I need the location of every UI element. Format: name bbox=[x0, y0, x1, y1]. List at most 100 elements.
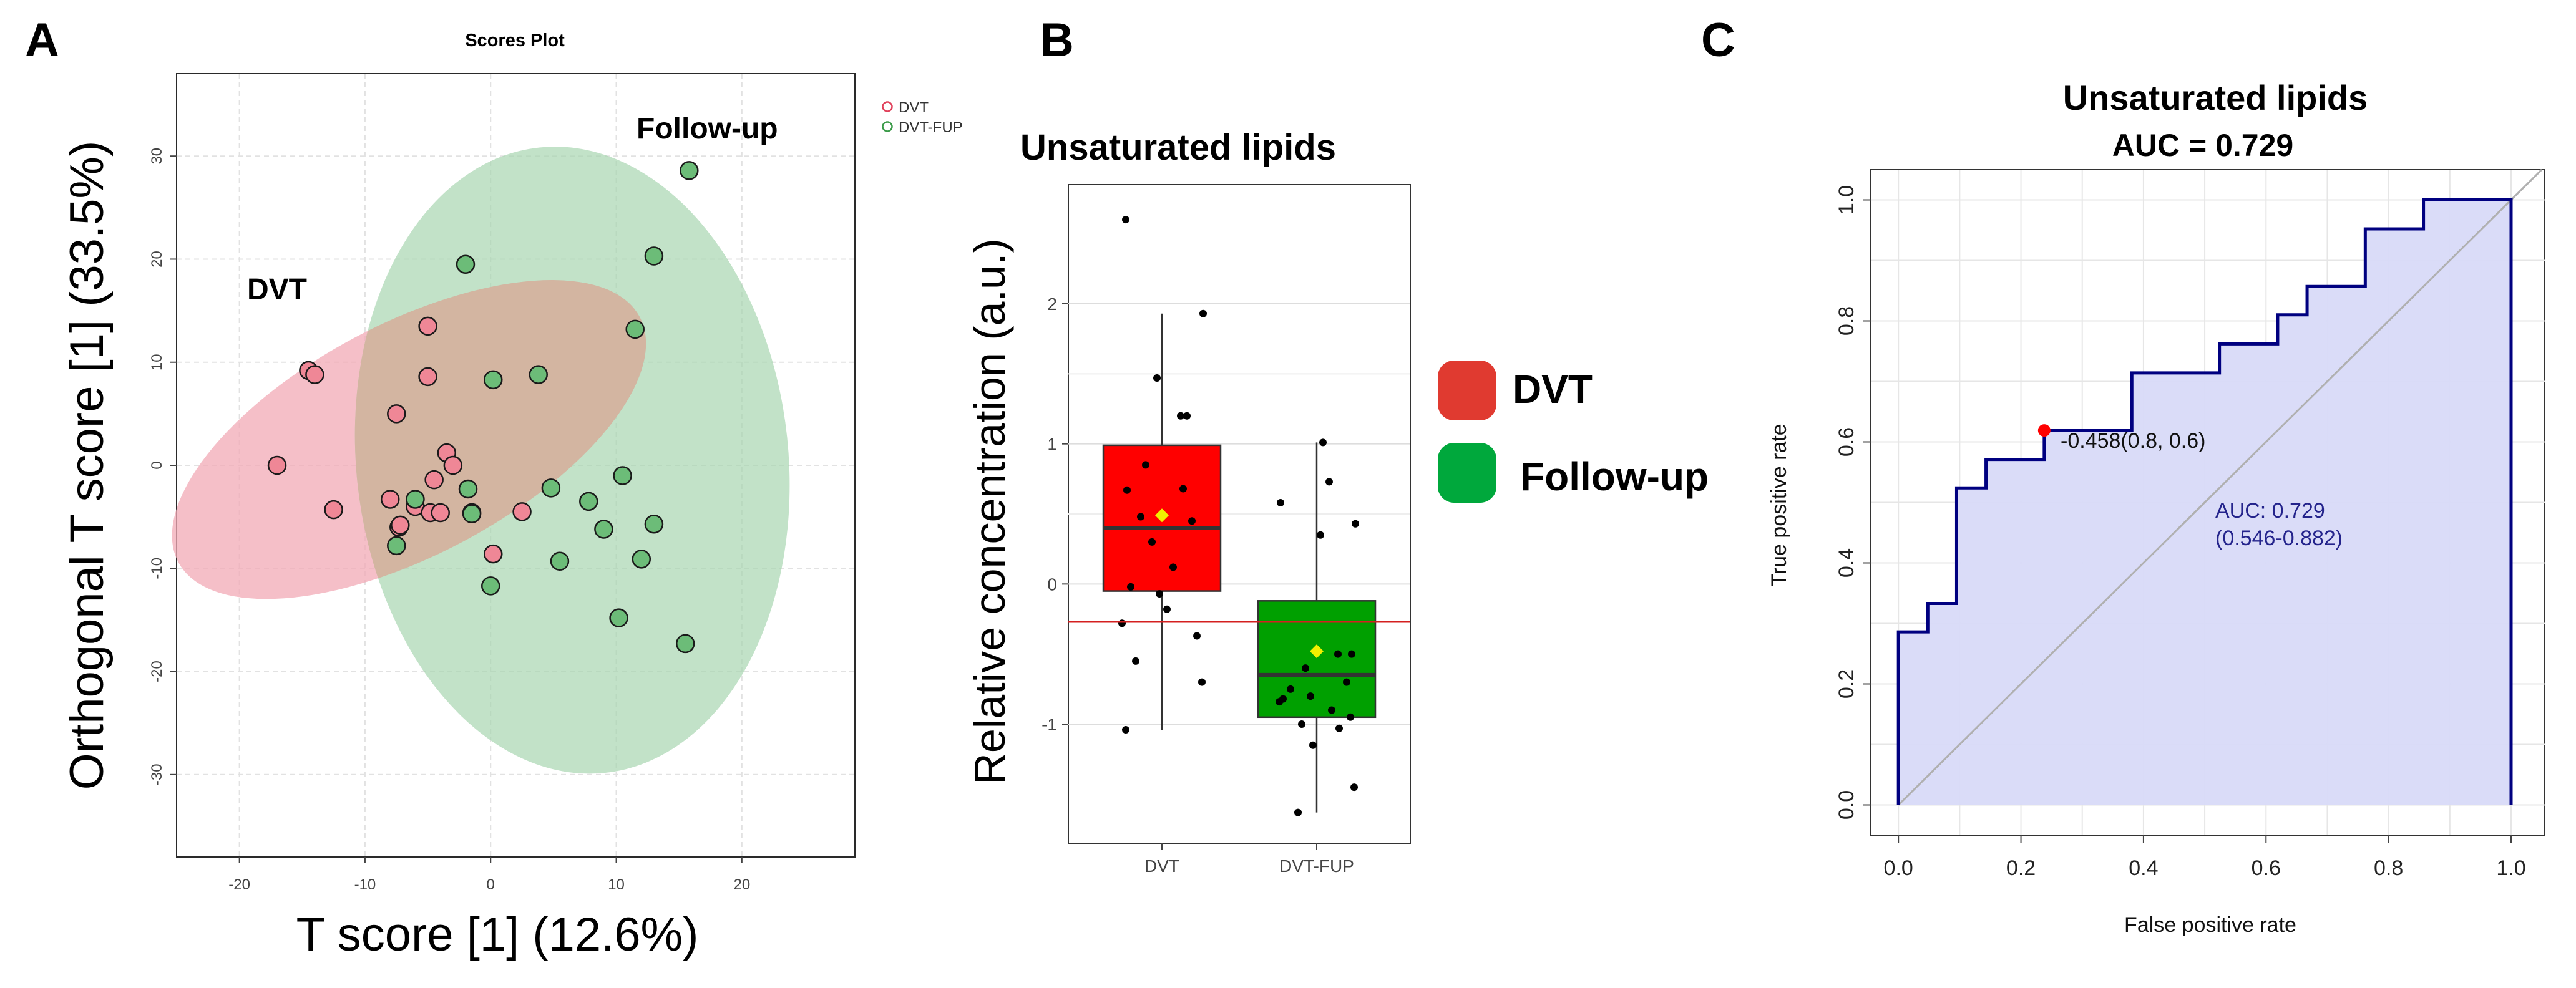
scores-point-dvt-fup bbox=[644, 246, 664, 266]
panel-c-letter: C bbox=[1701, 14, 1735, 67]
roc-x-axis-label: False positive rate bbox=[2124, 913, 2296, 937]
roc-auc-ci: (0.546-0.882) bbox=[2215, 526, 2343, 550]
box-point-dvt bbox=[1153, 374, 1161, 382]
legend-dvt-marker bbox=[882, 101, 893, 112]
scores-point-dvt bbox=[424, 470, 444, 490]
scores-y-tick-label: 30 bbox=[149, 148, 165, 165]
scores-y-tick-label: -10 bbox=[149, 558, 165, 579]
scores-point-dvt bbox=[431, 503, 450, 523]
box-point-dvt-fup bbox=[1276, 698, 1283, 706]
roc-ticks: 0.0 0.2 0.4 0.6 0.8 1.0 0.0 0.2 0.4 0.6 0.8 1.0 bbox=[1835, 185, 2526, 880]
scores-x-tick-label: -10 bbox=[354, 876, 376, 893]
box-point-dvt-fup bbox=[1350, 783, 1358, 792]
box-plot-title: Unsaturated lipids bbox=[1020, 127, 1336, 168]
panel-a-letter: A bbox=[25, 14, 59, 67]
box-y-tick-label: 2 bbox=[1047, 294, 1057, 314]
scores-y-tick-label: -20 bbox=[149, 661, 165, 682]
box-point-dvt-fup bbox=[1298, 720, 1305, 729]
scores-points bbox=[267, 161, 699, 654]
box-point-dvt-fup bbox=[1307, 692, 1314, 700]
box-point-dvt-fup bbox=[1294, 808, 1302, 816]
box-point-dvt-fup bbox=[1277, 499, 1284, 507]
box-point-dvt-fup bbox=[1325, 478, 1333, 486]
roc-y-tick-label: 0.2 bbox=[1835, 669, 1858, 699]
scores-x-tick-label: 10 bbox=[608, 876, 625, 893]
box-point-dvt-fup bbox=[1352, 520, 1359, 528]
panel-b-letter: B bbox=[1040, 14, 1074, 67]
roc-y-tick-label: 1.0 bbox=[1835, 185, 1858, 215]
scores-x-tick-label: -20 bbox=[228, 876, 250, 893]
box-point-dvt-fup bbox=[1319, 438, 1327, 447]
box-y-axis-label: Relative concentration (a.u.) bbox=[965, 238, 1014, 784]
roc-auc-label: AUC: 0.729 bbox=[2215, 499, 2325, 523]
roc-y-tick-label: 0.6 bbox=[1835, 427, 1858, 457]
scores-point-dvt-fup bbox=[676, 634, 695, 654]
scores-point-dvt-fup bbox=[529, 365, 548, 384]
scores-point-dvt bbox=[484, 544, 503, 564]
scores-point-dvt bbox=[418, 316, 437, 336]
box-point-dvt-fup bbox=[1287, 685, 1294, 693]
box-x-tick-label: DVT-FUP bbox=[1279, 856, 1354, 876]
scores-legend: DVT DVT-FUP bbox=[882, 99, 963, 136]
scores-point-dvt bbox=[418, 367, 437, 387]
roc-x-tick-label: 1.0 bbox=[2496, 856, 2525, 880]
scores-point-dvt-fup bbox=[579, 492, 598, 511]
roc-cutoff-point bbox=[2037, 424, 2051, 437]
box-point-dvt bbox=[1163, 605, 1171, 613]
roc-x-tick-label: 0.0 bbox=[1884, 856, 1913, 880]
box-point-dvt bbox=[1156, 590, 1163, 598]
box-dvt-fup bbox=[1257, 600, 1377, 719]
box-point-dvt bbox=[1123, 486, 1131, 494]
roc-subtitle: AUC = 0.729 bbox=[2112, 128, 2293, 163]
box-y-tick-label: -1 bbox=[1042, 715, 1057, 734]
box-y-tick-label: 1 bbox=[1047, 435, 1057, 454]
box-point-dvt bbox=[1132, 657, 1139, 665]
box-point-dvt-fup bbox=[1302, 664, 1309, 672]
scores-ellipses bbox=[172, 147, 790, 774]
scores-point-dvt-fup bbox=[680, 161, 699, 180]
legend-follow-up-text: Follow-up bbox=[1520, 454, 1709, 499]
box-point-dvt bbox=[1122, 216, 1129, 224]
box-point-dvt-fup bbox=[1317, 531, 1324, 539]
scores-point-dvt bbox=[305, 365, 324, 384]
box-points bbox=[1068, 216, 1410, 816]
scores-point-dvt-fup bbox=[625, 319, 645, 339]
scores-annotation-dvt: DVT bbox=[247, 273, 307, 306]
box-point-dvt bbox=[1169, 563, 1177, 571]
box-point-dvt bbox=[1142, 461, 1149, 469]
scores-point-dvt bbox=[380, 490, 400, 509]
roc-y-axis-label: True positive rate bbox=[1767, 424, 1791, 586]
panel-c: C Unsaturated lipids AUC = 0.729 0.0 0.2 0… bbox=[1701, 14, 2545, 937]
scores-y-tick-label: 0 bbox=[149, 461, 165, 469]
legend-dvt-fup-label: DVT-FUP bbox=[899, 119, 963, 136]
scores-point-dvt bbox=[324, 500, 343, 520]
box-point-dvt bbox=[1122, 726, 1129, 734]
scores-point-dvt-fup bbox=[594, 520, 613, 539]
box-point-dvt-fup bbox=[1335, 724, 1343, 732]
scores-point-dvt bbox=[443, 455, 463, 475]
box-point-dvt-fup bbox=[1309, 741, 1317, 749]
scores-plot-title: Scores Plot bbox=[465, 31, 565, 51]
scores-point-dvt-fup bbox=[550, 551, 570, 571]
box-mean-marker bbox=[1155, 508, 1169, 523]
scores-x-axis-label: T score [1] (12.6%) bbox=[296, 908, 699, 961]
box-x-tick-label: DVT bbox=[1144, 856, 1179, 876]
scores-y-tick-label: -30 bbox=[149, 763, 165, 785]
scores-point-dvt-fup bbox=[462, 504, 482, 523]
box-legend: DVT Follow-up bbox=[1438, 361, 1709, 503]
scores-point-dvt-fup bbox=[613, 466, 632, 485]
box-point-dvt bbox=[1148, 538, 1156, 546]
panel-a: A Scores Plot -20 -10 0 10 20 -30 -20 -10 0 10 20 3… bbox=[25, 14, 963, 961]
box-point-dvt bbox=[1179, 485, 1187, 493]
box-point-dvt-fup bbox=[1343, 678, 1350, 686]
box-point-dvt-fup bbox=[1348, 650, 1355, 658]
box-point-dvt bbox=[1118, 619, 1126, 627]
scores-point-dvt-fup bbox=[387, 536, 406, 556]
box-point-dvt bbox=[1177, 412, 1184, 420]
scores-y-tick-label: 10 bbox=[149, 354, 165, 370]
roc-y-tick-label: 0.4 bbox=[1835, 548, 1858, 578]
roc-cutoff-label: -0.458(0.8, 0.6) bbox=[2061, 429, 2205, 453]
box-y-tick-label: 0 bbox=[1047, 574, 1057, 594]
roc-x-tick-label: 0.2 bbox=[2006, 856, 2036, 880]
